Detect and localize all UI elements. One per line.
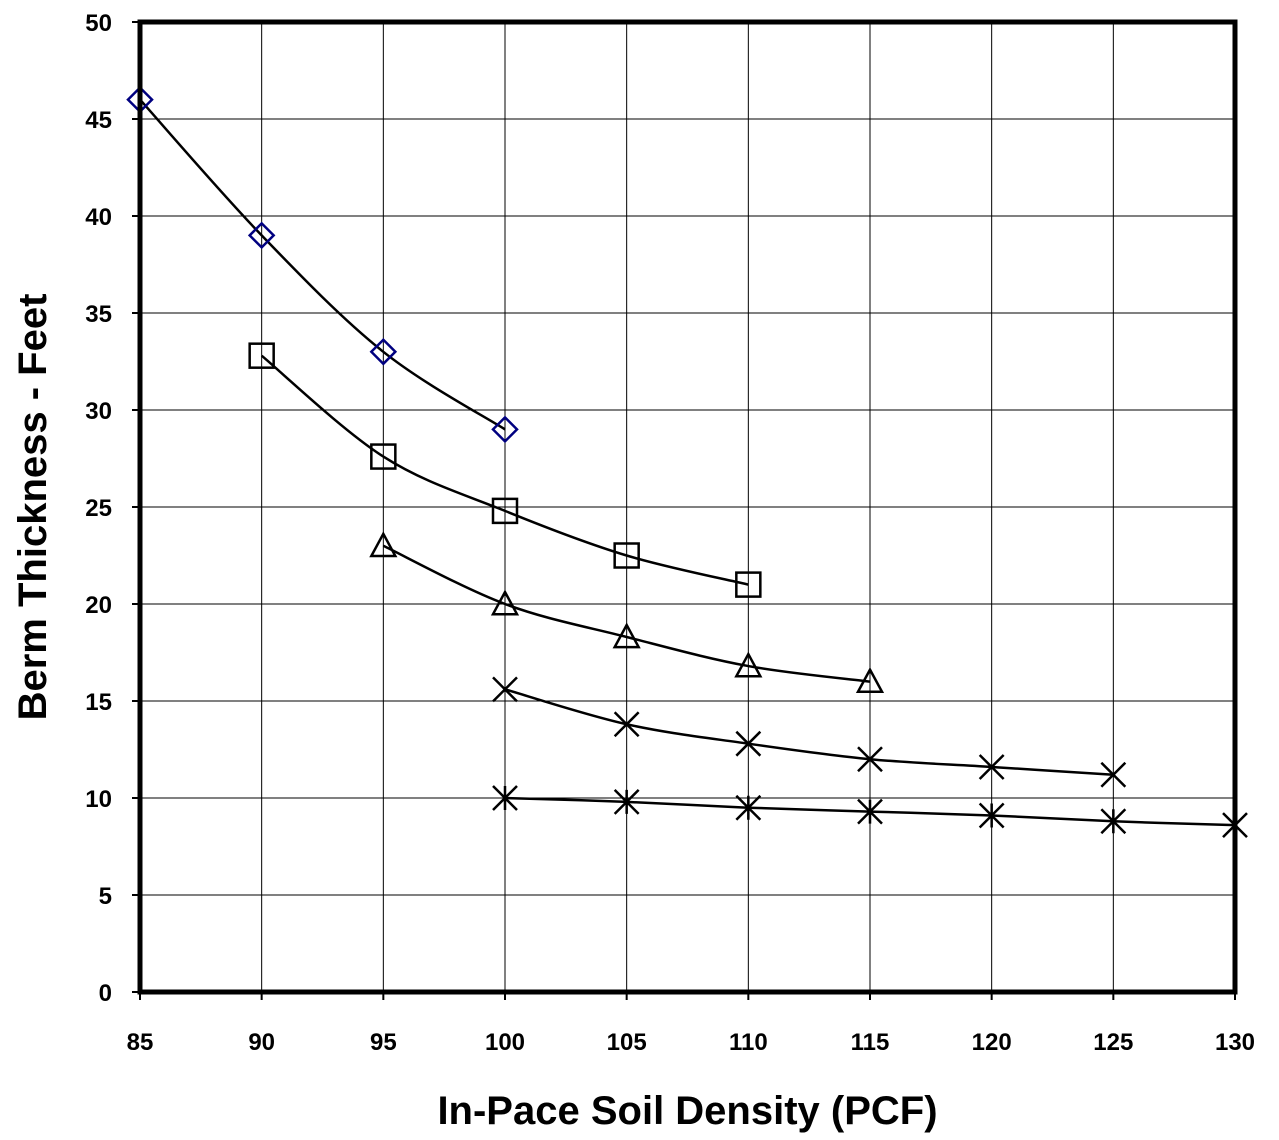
series-line [382, 544, 871, 683]
x-tick-label: 105 [607, 1029, 647, 1056]
series-layer [126, 85, 1248, 839]
x-tick-label: 95 [370, 1029, 397, 1056]
marker-square [491, 497, 519, 525]
marker-star [735, 794, 762, 821]
y-tick-label: 50 [85, 10, 112, 37]
series-3 [369, 531, 885, 694]
marker-triangle [490, 589, 520, 616]
marker-x [857, 746, 883, 773]
series-line [504, 688, 1114, 776]
marker-x [735, 730, 762, 757]
plot-area-frame [137, 19, 1238, 995]
y-axis-ticks: 0 5 10 15 20 25 30 35 40 45 50 [85, 10, 140, 1007]
marker-triangle [855, 666, 885, 694]
grid [139, 21, 1236, 993]
y-tick-label: 10 [85, 786, 112, 813]
marker-square [613, 542, 640, 569]
marker-star [1100, 808, 1127, 835]
marker-diamond [491, 415, 519, 444]
y-tick-label: 0 [99, 980, 112, 1007]
y-tick-label: 35 [85, 301, 112, 328]
x-tick-label: 110 [729, 1029, 768, 1056]
marker-diamond [247, 221, 276, 250]
marker-star [857, 798, 883, 825]
x-tick-label: 90 [248, 1029, 275, 1056]
marker-square [248, 342, 275, 369]
marker-x [613, 711, 640, 738]
y-tick-label: 25 [85, 495, 112, 522]
marker-x [978, 754, 1005, 780]
series-line [260, 354, 749, 586]
marker-triangle [734, 651, 763, 678]
y-tick-label: 40 [85, 204, 112, 231]
x-tick-label: 85 [127, 1029, 154, 1056]
marker-square [735, 571, 762, 598]
x-tick-label: 130 [1215, 1029, 1255, 1056]
series-2 [248, 342, 762, 598]
marker-triangle [369, 531, 398, 558]
series-1 [126, 85, 519, 444]
marker-diamond [369, 338, 398, 366]
y-tick-label: 20 [85, 592, 112, 619]
y-axis-title: Berm Thickness - Feet [11, 294, 55, 721]
marker-square [370, 443, 397, 470]
x-tick-label: 100 [485, 1029, 525, 1056]
x-tick-label: 120 [972, 1029, 1012, 1056]
y-tick-label: 15 [85, 689, 112, 716]
marker-x [492, 676, 518, 703]
x-tick-label: 125 [1093, 1029, 1133, 1056]
marker-star [613, 788, 640, 815]
y-tick-label: 5 [99, 883, 112, 910]
marker-star [978, 802, 1005, 829]
x-axis-title: In-Pace Soil Density (PCF) [437, 1089, 937, 1133]
y-tick-label: 30 [85, 398, 112, 425]
series-line [139, 98, 506, 431]
marker-triangle [612, 622, 641, 649]
marker-x [1100, 761, 1127, 788]
marker-star [492, 785, 518, 811]
x-tick-label: 115 [851, 1029, 890, 1056]
series-4 [492, 676, 1127, 788]
series-5 [492, 785, 1248, 839]
x-axis-ticks: 85 90 95 100 105 110 115 120 125 130 [127, 992, 1255, 1056]
y-tick-label: 45 [85, 107, 112, 134]
